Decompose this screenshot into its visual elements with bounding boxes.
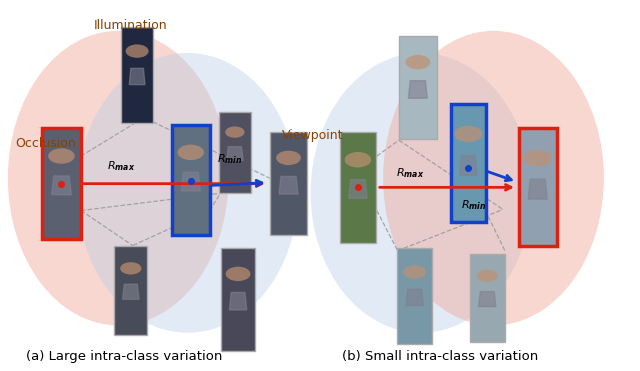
Circle shape (177, 145, 204, 160)
Polygon shape (349, 180, 367, 198)
FancyBboxPatch shape (397, 248, 432, 344)
Ellipse shape (77, 53, 298, 333)
Polygon shape (227, 147, 243, 161)
FancyBboxPatch shape (269, 132, 307, 235)
Polygon shape (229, 292, 247, 310)
Ellipse shape (383, 31, 604, 325)
FancyBboxPatch shape (42, 128, 81, 239)
Polygon shape (181, 172, 200, 191)
Circle shape (226, 267, 250, 281)
Text: $R_\mathregular{max}$: $R_\mathregular{max}$ (108, 160, 136, 173)
Text: $R_\mathregular{max}$: $R_\mathregular{max}$ (396, 166, 424, 180)
Circle shape (276, 151, 301, 165)
Circle shape (406, 55, 430, 69)
FancyBboxPatch shape (218, 112, 252, 193)
Polygon shape (460, 155, 477, 175)
Circle shape (477, 269, 498, 282)
FancyBboxPatch shape (470, 254, 504, 342)
Text: Viewpoint: Viewpoint (282, 129, 344, 142)
Circle shape (225, 127, 244, 138)
FancyBboxPatch shape (519, 128, 557, 246)
Circle shape (403, 265, 426, 279)
Circle shape (48, 148, 75, 164)
Circle shape (524, 150, 552, 166)
Text: $R_\mathregular{min}$: $R_\mathregular{min}$ (461, 198, 486, 211)
Polygon shape (52, 176, 71, 195)
Text: Occlusion: Occlusion (15, 137, 76, 150)
Polygon shape (279, 177, 298, 194)
FancyBboxPatch shape (221, 248, 255, 351)
Text: (a) Large intra-class variation: (a) Large intra-class variation (26, 350, 223, 363)
Circle shape (125, 45, 148, 58)
Text: Illumination: Illumination (94, 19, 168, 32)
Polygon shape (479, 292, 496, 307)
Ellipse shape (8, 31, 228, 325)
Circle shape (120, 262, 141, 275)
FancyBboxPatch shape (399, 36, 436, 139)
FancyBboxPatch shape (122, 27, 153, 123)
Circle shape (345, 152, 371, 167)
Polygon shape (123, 284, 139, 299)
Circle shape (454, 126, 483, 142)
Polygon shape (129, 68, 145, 85)
Text: (b) Small intra-class variation: (b) Small intra-class variation (342, 350, 538, 363)
FancyBboxPatch shape (115, 246, 147, 335)
FancyBboxPatch shape (451, 105, 486, 222)
FancyBboxPatch shape (340, 132, 376, 243)
Polygon shape (408, 81, 428, 98)
Text: $R_\mathregular{min}$: $R_\mathregular{min}$ (217, 152, 243, 166)
Polygon shape (406, 289, 423, 306)
Polygon shape (528, 179, 547, 199)
Ellipse shape (310, 53, 531, 333)
FancyBboxPatch shape (172, 125, 210, 235)
